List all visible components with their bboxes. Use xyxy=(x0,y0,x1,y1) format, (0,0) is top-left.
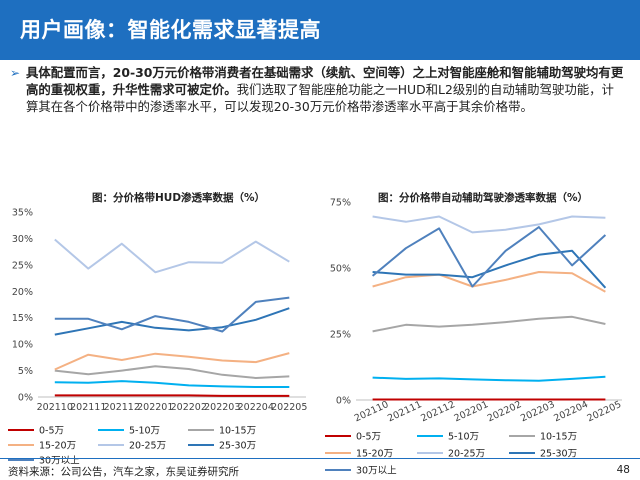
x-tick-label: 202111 xyxy=(386,399,424,424)
x-tick-label: 202203 xyxy=(204,402,240,413)
y-tick-label: 25% xyxy=(330,330,351,341)
page-title: 用户画像：智能化需求显著提高 xyxy=(20,18,321,42)
legend-label: 5-10万 xyxy=(129,426,160,437)
x-tick-label: 202202 xyxy=(171,402,207,413)
x-tick-label: 202204 xyxy=(552,399,590,424)
legend-label: 15-20万 xyxy=(356,449,393,460)
x-tick-label: 202112 xyxy=(104,402,140,413)
y-tick-label: 50% xyxy=(330,264,351,275)
series-line-1 xyxy=(54,380,290,388)
series-line-6 xyxy=(371,226,607,288)
y-tick-label: 35% xyxy=(12,208,33,219)
legend-label: 30万以上 xyxy=(39,456,80,467)
header-bar: 用户画像：智能化需求显著提高 xyxy=(0,0,640,60)
legend-label: 30万以上 xyxy=(356,466,397,477)
footer-divider xyxy=(0,458,640,459)
chart-title-hud: 图：分价格带HUD渗透率数据（%） xyxy=(92,192,266,204)
page-number: 48 xyxy=(616,464,630,476)
y-tick-label: 0% xyxy=(18,393,33,404)
legend-label: 0-5万 xyxy=(39,426,64,437)
series-line-3 xyxy=(54,352,290,371)
source-note: 资料来源：公司公告，汽车之家，东吴证券研究所 xyxy=(8,466,239,478)
y-tick-label: 5% xyxy=(18,366,33,377)
series-line-0 xyxy=(54,394,290,397)
legend-label: 25-30万 xyxy=(219,441,256,452)
legend-label: 20-25万 xyxy=(448,449,485,460)
series-line-1 xyxy=(372,375,606,382)
charts-canvas: 0%5%10%15%20%25%30%35%202110202111202112… xyxy=(8,198,623,477)
legend-label: 15-20万 xyxy=(39,441,76,452)
summary-paragraph: 具体配置而言，20-30万元价格带消费者在基础需求（续航、空间等）之上对智能座舱… xyxy=(26,64,626,115)
bullet-arrow-icon: ➢ xyxy=(10,66,21,80)
x-tick-label: 202201 xyxy=(453,399,491,424)
x-tick-label: 202112 xyxy=(419,399,457,424)
y-tick-label: 75% xyxy=(330,198,351,209)
y-tick-label: 30% xyxy=(12,234,33,245)
x-tick-label: 202204 xyxy=(238,402,274,413)
legend-label: 20-25万 xyxy=(129,441,166,452)
x-tick-label: 202205 xyxy=(586,399,624,424)
legend-label: 10-15万 xyxy=(540,432,577,443)
legend-label: 10-15万 xyxy=(219,426,256,437)
x-tick-label: 202111 xyxy=(70,402,106,413)
series-line-5 xyxy=(372,249,607,289)
x-tick-label: 202203 xyxy=(519,399,557,424)
chart-0: 0% 5% 10% 15% 20% 25% 30% 35% 202110202111202112… xyxy=(8,208,307,467)
series-line-2 xyxy=(54,365,290,379)
x-tick-label: 202202 xyxy=(486,399,524,424)
y-tick-label: 15% xyxy=(12,313,33,324)
legend-label: 25-30万 xyxy=(540,449,577,460)
series-line-2 xyxy=(372,315,606,333)
legend-label: 5-10万 xyxy=(448,432,479,443)
series-line-4 xyxy=(54,238,290,274)
y-tick-label: 0% xyxy=(336,396,351,407)
chart-1: 0%25%50%75%20211020211120211220220120220… xyxy=(325,198,623,477)
x-tick-label: 202110 xyxy=(353,399,391,424)
summary-bold: 具体配置而言，20-30万元价格带消费者在基础需求（续航、空间等）之上对智能座舱… xyxy=(26,65,624,97)
x-tick-label: 202201 xyxy=(137,402,173,413)
series-line-5 xyxy=(54,307,290,336)
x-tick-label: 202110 xyxy=(37,402,73,413)
y-tick-label: 10% xyxy=(12,340,33,351)
series-line-4 xyxy=(372,215,606,234)
y-tick-label: 20% xyxy=(12,287,33,298)
series-line-3 xyxy=(372,271,606,293)
legend-label: 0-5万 xyxy=(356,432,381,443)
chart-title-adas: 图：分价格带自动辅助驾驶渗透率数据（%） xyxy=(378,192,589,204)
y-tick-label: 25% xyxy=(12,260,33,271)
series-line-6 xyxy=(54,296,290,333)
x-tick-label: 202205 xyxy=(271,402,307,413)
summary-rest: 我们选取了智能座舱功能之一HUD和L2级别的自动辅助驾驶功能，计算其在各个价格带… xyxy=(26,82,614,114)
